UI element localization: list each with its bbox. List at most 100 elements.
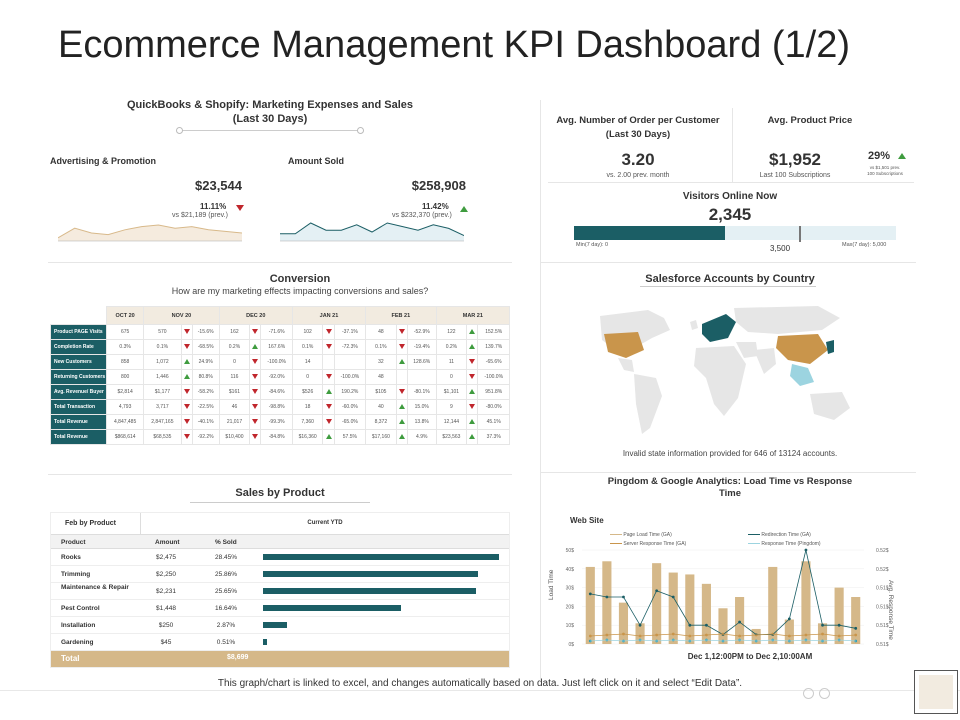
- visitors-title: Visitors Online Now: [682, 191, 778, 202]
- conversion-cell: 4.9%: [406, 429, 437, 445]
- legend-server-response: Server Response Time (GA): [623, 541, 687, 547]
- conversion-header: DEC 20: [218, 306, 293, 325]
- conversion-cell: 139.7%: [477, 339, 510, 355]
- divider: [48, 262, 512, 263]
- price-compare-2: 100 Subscriptions: [867, 171, 903, 176]
- conversion-arrow-icon: [180, 339, 193, 355]
- conversion-row: Total Transaction 4,793 3,717 -22.5% 46 -98.8…: [50, 399, 510, 415]
- nav-dot-2[interactable]: [819, 688, 830, 699]
- conversion-row-label: Returning Customers: [50, 369, 107, 385]
- conversion-cell: 570: [143, 324, 182, 340]
- conversion-cell: 152.5%: [477, 324, 510, 340]
- conversion-cell: -72.3%: [333, 339, 367, 355]
- conversion-cell: -84.8%: [260, 429, 293, 445]
- conversion-header: OCT 20: [105, 306, 145, 325]
- amount-sold-sparkline: [280, 222, 464, 242]
- conversion-cell: 48: [365, 369, 397, 385]
- down-arrow-icon: [236, 205, 244, 211]
- conversion-cell: -52.9%: [406, 324, 437, 340]
- conversion-row-label: New Customers: [50, 354, 107, 370]
- conversion-cell: 12,144: [435, 414, 468, 430]
- conversion-cell: 0.2%: [435, 339, 468, 355]
- nav-dot-1[interactable]: [803, 688, 814, 699]
- conversion-cell: 116: [218, 369, 251, 385]
- sbp-amount: $2,231: [156, 588, 176, 595]
- visitors-max: Max(7 day): 5,000: [842, 242, 887, 248]
- y-left-tick: 0$: [568, 642, 574, 648]
- conversion-subtitle: How are my marketing effects impacting c…: [171, 286, 429, 296]
- conversion-cell: [406, 369, 437, 385]
- load-time-bar: [618, 602, 629, 644]
- price-change: 29%: [868, 150, 891, 162]
- conversion-cell: 0.1%: [143, 339, 182, 355]
- pingdom-x-label: Dec 1,12:00PM to Dec 2,10:00AM: [687, 652, 813, 661]
- conversion-cell: 80.8%: [191, 369, 220, 385]
- load-time-bar: [701, 583, 711, 644]
- sbp-bar: [263, 588, 476, 594]
- sbp-bar: [263, 554, 499, 560]
- map-china: [776, 334, 828, 364]
- conversion-row: New Customers 858 1,072 24.9% 0 -100.0% 14 32 12…: [50, 354, 510, 370]
- load-time-bar: [668, 572, 678, 644]
- sbp-amount: $2,250: [156, 571, 176, 578]
- advertising-change: 11.11%: [200, 202, 227, 211]
- pingdom-title: Pingdom & Google Analytics: Load Time vs…: [607, 476, 853, 499]
- y-right-tick: 0.51$: [876, 586, 889, 592]
- salesforce-note: Invalid state information provided for 6…: [622, 449, 838, 458]
- sbp-total-label: Total: [61, 654, 80, 663]
- map-central-america: [618, 358, 634, 372]
- map-southeast-asia: [790, 364, 814, 386]
- server-point: [854, 633, 858, 637]
- amount-sold-change: 11.42%: [422, 202, 449, 211]
- sbp-sold: 0.51%: [216, 639, 236, 646]
- conversion-arrow-icon: [322, 339, 335, 355]
- conversion-cell: 800: [105, 369, 145, 385]
- conversion-arrow-icon: [249, 354, 262, 370]
- conversion-cell: 1,446: [143, 369, 182, 385]
- conversion-arrow-icon: [466, 354, 479, 370]
- conversion-cell: 122: [435, 324, 468, 340]
- load-time-bar: [685, 574, 695, 644]
- sbp-row: Pest Control $1,448 16.64%: [51, 600, 509, 617]
- y-right-tick: 0.51$: [876, 604, 889, 610]
- col-amount: Amount: [155, 539, 180, 546]
- sbp-header-right: Current YTD: [141, 513, 509, 535]
- load-time-bar: [801, 561, 811, 644]
- conversion-table: OCT 20 NOV 20 DEC 20 JAN 21 FEB 21 MAR 21 Prod…: [50, 306, 511, 445]
- conversion-cell: $868,614: [105, 429, 145, 445]
- conversion-cell: 46: [218, 399, 251, 415]
- divider: [540, 262, 916, 263]
- conversion-arrow-icon: [466, 384, 479, 400]
- sbp-sold: 25.65%: [214, 588, 238, 595]
- load-time-bar: [751, 628, 761, 644]
- legend-page-load: Page Load Time (GA): [623, 532, 672, 538]
- visitors-gauge-marker: [799, 226, 802, 242]
- price-sub: Last 100 Subscriptions: [759, 172, 831, 179]
- conversion-cell: 190.2%: [333, 384, 367, 400]
- load-time-bar: [851, 597, 861, 644]
- slide-thumbnail[interactable]: [914, 670, 958, 714]
- sbp-sold: 25.86%: [214, 571, 238, 578]
- conversion-cell: $10,400: [218, 429, 251, 445]
- conversion-cell: $23,563: [435, 429, 468, 445]
- y-right-tick: 0.52$: [876, 548, 889, 554]
- conversion-cell: -100.0%: [477, 369, 510, 385]
- conversion-arrow-icon: [180, 369, 193, 385]
- marketing-title: QuickBooks & Shopify: Marketing Expenses…: [126, 99, 414, 125]
- conversion-cell: 167.6%: [260, 339, 293, 355]
- conversion-cell: -40.1%: [191, 414, 220, 430]
- sbp-row: Gardening $45 0.51%: [51, 634, 509, 651]
- load-time-bar: [718, 608, 728, 644]
- legend-response-pingdom: Response Time (Pingdom): [761, 541, 821, 547]
- conversion-row-label: Total Transaction: [50, 399, 107, 415]
- conversion-arrow-icon: [395, 414, 408, 430]
- divider: [540, 472, 916, 473]
- amount-sold-compare: vs $232,370 (prev.): [392, 212, 452, 219]
- conversion-cell: -65.0%: [333, 414, 367, 430]
- load-time-bar: [784, 619, 794, 644]
- title-underline: [180, 130, 360, 131]
- sbp-product: Maintenance & Repair: [61, 584, 129, 591]
- server-response-line: [590, 633, 856, 637]
- advertising-line: [58, 224, 242, 239]
- map-uk: [690, 320, 698, 330]
